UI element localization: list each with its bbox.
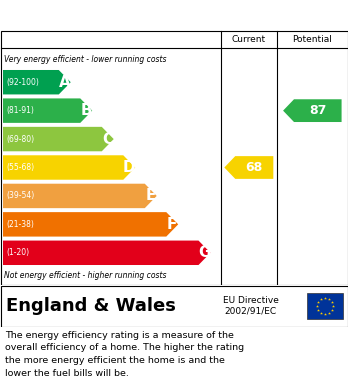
Text: E: E	[145, 188, 156, 203]
Polygon shape	[283, 99, 342, 122]
Text: C: C	[102, 131, 113, 147]
Text: D: D	[123, 160, 136, 175]
Text: (55-68): (55-68)	[6, 163, 34, 172]
Text: (69-80): (69-80)	[6, 135, 34, 143]
Polygon shape	[3, 184, 157, 208]
Text: Very energy efficient - lower running costs: Very energy efficient - lower running co…	[4, 56, 166, 65]
Text: (92-100): (92-100)	[6, 78, 39, 87]
Text: F: F	[167, 217, 177, 232]
Text: (1-20): (1-20)	[6, 248, 29, 257]
Text: 87: 87	[309, 104, 326, 117]
Text: The energy efficiency rating is a measure of the
overall efficiency of a home. T: The energy efficiency rating is a measur…	[5, 331, 244, 377]
Text: A: A	[59, 75, 71, 90]
Text: Current: Current	[232, 34, 266, 43]
Polygon shape	[3, 99, 92, 123]
Text: Energy Efficiency Rating: Energy Efficiency Rating	[7, 7, 217, 23]
Bar	[307, 293, 343, 319]
Text: Not energy efficient - higher running costs: Not energy efficient - higher running co…	[4, 271, 166, 280]
Text: (39-54): (39-54)	[6, 192, 34, 201]
Text: B: B	[80, 103, 92, 118]
Text: 68: 68	[246, 161, 263, 174]
Polygon shape	[3, 155, 135, 180]
Text: Potential: Potential	[292, 34, 332, 43]
Polygon shape	[3, 212, 178, 237]
Text: G: G	[198, 245, 211, 260]
Text: (81-91): (81-91)	[6, 106, 34, 115]
Polygon shape	[3, 70, 71, 95]
Text: EU Directive
2002/91/EC: EU Directive 2002/91/EC	[223, 296, 278, 316]
Polygon shape	[3, 240, 211, 265]
Polygon shape	[224, 156, 273, 179]
Text: England & Wales: England & Wales	[6, 297, 176, 315]
Text: (21-38): (21-38)	[6, 220, 34, 229]
Polygon shape	[3, 127, 114, 151]
